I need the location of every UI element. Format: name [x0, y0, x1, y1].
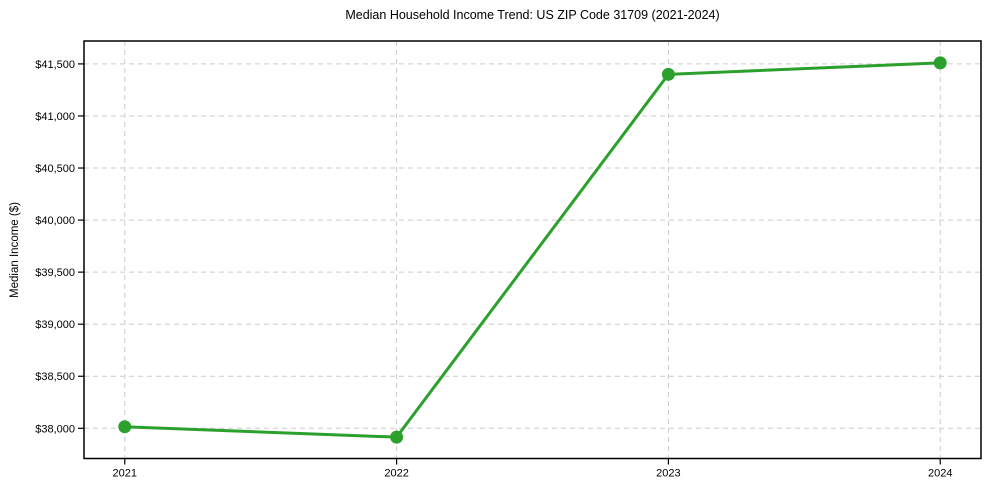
data-point: [933, 56, 947, 70]
y-tick-label: $40,000: [35, 215, 75, 227]
y-tick-label: $38,000: [35, 423, 75, 435]
data-point: [118, 420, 132, 434]
x-tick-label: 2022: [384, 468, 408, 480]
y-tick-label: $41,500: [35, 59, 75, 71]
y-tick-label: $41,000: [35, 111, 75, 123]
data-point: [390, 430, 404, 444]
x-tick-label: 2024: [928, 468, 952, 480]
x-tick-label: 2023: [656, 468, 680, 480]
plot-border: [83, 40, 982, 460]
y-tick-label: $39,000: [35, 319, 75, 331]
y-tick-label: $40,500: [35, 163, 75, 175]
trend-line: [123, 61, 942, 439]
chart-title: Median Household Income Trend: US ZIP Co…: [345, 8, 720, 22]
x-tick-label: 2021: [113, 468, 137, 480]
y-tick-label: $38,500: [35, 371, 75, 383]
y-tick-label: $39,500: [35, 267, 75, 279]
data-point: [661, 67, 675, 81]
